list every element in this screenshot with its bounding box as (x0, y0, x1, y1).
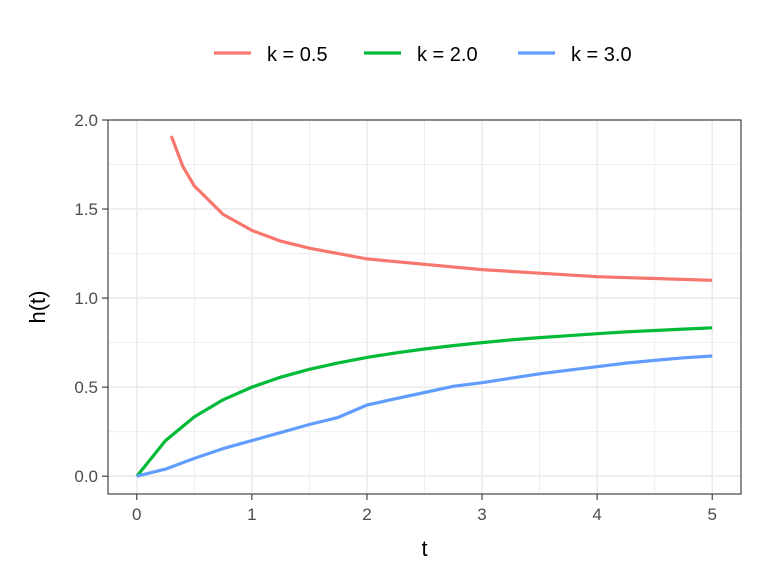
x-tick-label: 5 (707, 505, 716, 524)
y-tick-label: 0.0 (74, 467, 98, 486)
legend-label-1: k = 0.5 (267, 44, 328, 66)
series-line-3 (136, 354, 713, 478)
series-lines (135, 135, 713, 478)
legend: k = 0.5 k = 2.0 k = 3.0 (214, 44, 632, 66)
x-tick-label: 2 (362, 505, 371, 524)
plot-border (107, 119, 742, 495)
y-axis-title: h(t) (25, 291, 50, 324)
legend-label-2: k = 2.0 (417, 44, 478, 66)
x-tick-label: 3 (477, 505, 486, 524)
x-axis-title: t (421, 536, 427, 561)
legend-label-3: k = 3.0 (571, 44, 632, 66)
y-tick-label: 2.0 (74, 111, 98, 130)
major-gridlines (108, 119, 741, 494)
plot-panel (107, 119, 742, 495)
x-tick-label: 0 (132, 505, 141, 524)
y-tick-label: 1.0 (74, 289, 98, 308)
x-tick-label: 1 (247, 505, 256, 524)
y-axis: 0.0 0.5 1.0 1.5 2.0 (74, 111, 108, 486)
y-tick-label: 0.5 (74, 378, 98, 397)
series-line-1 (169, 135, 713, 282)
x-tick-label: 4 (592, 505, 601, 524)
y-tick-label: 1.5 (74, 200, 98, 219)
minor-gridlines (108, 120, 741, 494)
x-axis: 0 1 2 3 4 5 (132, 494, 717, 524)
series-line-2 (135, 326, 713, 478)
